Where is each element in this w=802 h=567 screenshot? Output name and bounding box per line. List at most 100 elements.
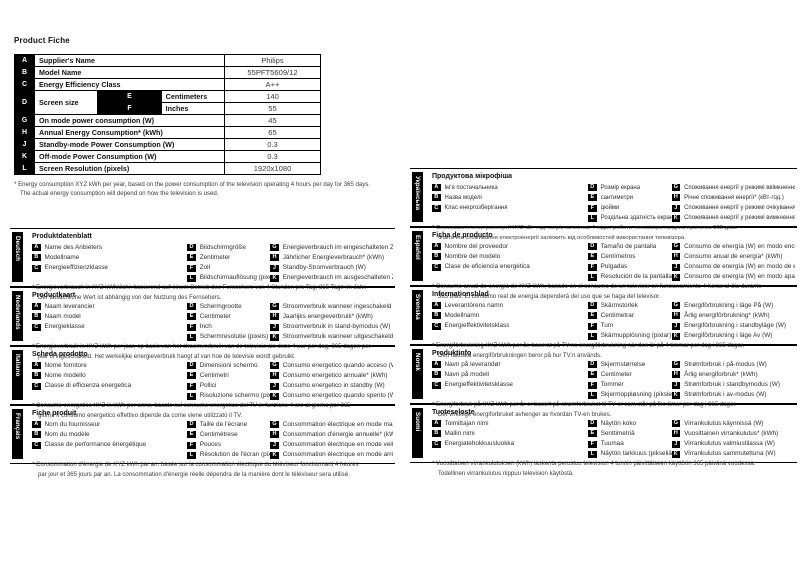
legend-badge: D — [187, 421, 196, 429]
legend-badge: G — [671, 243, 681, 251]
language-footnote: * Energieverbruik in XYZ kWh per jaar, o… — [32, 343, 393, 362]
legend-label: Modellnamn — [444, 311, 480, 319]
legend-label: Pulgadas — [600, 263, 628, 271]
row-letter-badge: J — [14, 138, 35, 151]
language-footnote: * Consommation d'énergie de XYZ kWh par … — [32, 461, 393, 480]
column-spacer — [588, 349, 671, 360]
language-column-screen: D Taille de l'écrane E Centimètrese F Pouces L… — [187, 409, 270, 460]
legend-entry: E Centimetri — [187, 371, 270, 381]
legend-label: Energieklasse — [44, 323, 85, 331]
legend-badge: B — [432, 371, 441, 379]
language-columns: Tuoteseloste A Toimittajan nimi B Mallin nim… — [432, 408, 795, 459]
legend-label: Tamaño de pantalla — [600, 242, 657, 250]
legend-badge: E — [187, 372, 196, 380]
legend-entry: E Centimètrese — [187, 430, 270, 440]
language-section-norsk: Norsk Produktinfo A Navn på leverandør B Navn… — [410, 345, 797, 418]
column-spacer — [270, 291, 393, 302]
language-tab: Українська — [412, 172, 423, 222]
legend-badge: C — [432, 322, 441, 330]
language-footnote-line1: * Consumo energetico XYZ in kWh per anno… — [32, 403, 351, 410]
legend-badge: D — [187, 244, 196, 252]
language-tab-label: Nederlands — [14, 295, 21, 330]
language-footnote-line2: Todellinen virrankulutus riippuu televis… — [438, 470, 574, 477]
legend-label: Clase de eficiencia energética — [444, 263, 530, 271]
legend-entry: J Споживання енергії у режимі очікування … — [671, 203, 795, 213]
main-footnote-line1: * Energy consumption XYZ kWh per year, b… — [14, 181, 371, 188]
language-section-inner: Norsk Produktinfo A Navn på leverandør B Navn… — [410, 346, 797, 418]
legend-badge: L — [588, 273, 597, 281]
language-footnote: * Vuosittaisen virrankulutuksen (kWh) la… — [432, 460, 795, 479]
legend-badge: E — [588, 430, 597, 438]
language-footnote-line2: giorni. Il consumo energetico effettivo … — [38, 412, 243, 419]
legend-label: Energieffektivitetsklass — [444, 322, 510, 330]
legend-entry: D Tamaño de pantalla — [588, 242, 671, 252]
language-column-power: G Споживання енергії у режимі ввімкнення … — [671, 172, 795, 223]
legend-badge: L — [588, 214, 597, 222]
legend-badge: L — [187, 274, 196, 282]
legend-label: Leverantörens namn — [444, 301, 504, 309]
legend-label: Navn på leverandør — [444, 360, 501, 368]
legend-entry: H Jährlicher Energieverbrauch* (kWh) — [270, 253, 393, 263]
column-spacer — [672, 408, 795, 419]
legend-entry: J Energiförbrukning i standbyläge (W) — [671, 321, 795, 331]
legend-label: Näytön tarkkuus (pikseliä) — [600, 450, 672, 458]
language-section-: Українська Продуктова мікрофіша A Ім'я пост… — [410, 168, 797, 241]
legend-badge: K — [671, 273, 681, 281]
row-value: 45 — [224, 114, 321, 127]
table-row: C Energy Efficiency Class A++ — [14, 78, 321, 91]
legend-label: Consumo anual de energía* (kWh) — [684, 252, 783, 260]
legend-badge: F — [588, 440, 597, 448]
legend-entry: L Skjermoppløsning (piksler) — [588, 390, 672, 400]
legend-label: Classe di efficienza energetica — [44, 382, 132, 390]
language-section-italiano: Italiano Scheda prodotto A Nome fornitore B N… — [10, 346, 395, 419]
row-letter-badge: G — [14, 114, 35, 127]
legend-badge: C — [32, 441, 41, 449]
row-value: Philips — [224, 54, 321, 67]
legend-entry: D Skjermstørrelse — [588, 360, 671, 370]
legend-entry: A Nombre del proveedor — [432, 242, 588, 252]
legend-badge: H — [671, 312, 681, 320]
legend-badge: C — [432, 263, 441, 271]
legend-entry: L Näytön tarkkuus (pikseliä) — [588, 449, 672, 459]
legend-badge: F — [187, 382, 196, 390]
language-column-screen: D Schermgrootte E Centimeter F Inch L Schermres… — [187, 291, 270, 342]
language-tab: Français — [12, 409, 23, 459]
legend-entry: G Споживання енергії у режимі ввімкнення … — [671, 183, 795, 193]
language-column-power: G Virrankulutus käynnissä (W) H Vuosittaine… — [671, 408, 795, 459]
legend-entry: L Skärmupplösning (pixlar) — [588, 331, 671, 341]
legend-badge: K — [270, 451, 279, 459]
legend-badge: B — [432, 312, 441, 320]
legend-entry: H Jaarlijks energieverbruik* (kWh) — [270, 312, 393, 322]
legend-badge: B — [32, 372, 41, 380]
row-value: 0.3 — [224, 150, 321, 163]
language-footnote-line1: * Energieverbrauch in XYZ kWh/Jahr, basi… — [32, 285, 367, 292]
legend-badge: E — [187, 313, 196, 321]
language-tab-label: Українська — [414, 176, 421, 211]
language-footnote: * Споживання електроенергії XYZ кВт-год.… — [432, 224, 795, 243]
legend-label: Consommation d'énergie annuelle* (kWh) — [282, 430, 393, 438]
legend-label: Årlig energiforbruk* (kWh) — [684, 370, 758, 378]
language-footnote: * Consumo anual de energía de XYZ kWh, b… — [432, 283, 795, 302]
legend-label: Bildschirmauflösung (pixel) — [199, 274, 271, 282]
legend-badge: C — [32, 382, 41, 390]
legend-entry: G Virrankulutus käynnissä (W) — [671, 419, 795, 429]
legend-label: Virrankulutus sammutettuna (W) — [684, 450, 776, 458]
legend-label: Standby-Stromverbrauch (W) — [282, 264, 366, 272]
legend-entry: K Virrankulutus sammutettuna (W) — [671, 449, 795, 459]
legend-label: Consumo de energía (W) en modo encendido — [684, 242, 795, 250]
legend-badge: B — [432, 194, 441, 202]
language-section-suomi: Suomi Tuoteseloste A Toimittajan nimi B Malli… — [410, 404, 797, 477]
legend-label: Modellname — [44, 253, 80, 261]
row-value: 65 — [224, 126, 321, 139]
language-column-screen: D Dimensioni schermo E Centimetri F Pollici L R… — [187, 350, 270, 401]
language-footnote-line1: * Vuosittaisen virrankulutuksen (kWh) la… — [432, 461, 756, 468]
legend-entry: H Årlig energiforbruk* (kWh) — [671, 370, 795, 380]
legend-badge: B — [432, 253, 441, 261]
language-column-screen: D Skjermstørrelse E Centimeter F Tommer L Skjer… — [588, 349, 672, 400]
legend-entry: G Energiförbrukning i läge På (W) — [671, 301, 795, 311]
legend-label: Consumo energetico annuale* (kWh) — [282, 371, 388, 379]
legend-entry: K Consumo energetico quando spento (W) — [270, 391, 393, 401]
language-footnote-line1: * Energiforbruk på XYZ kWh per år er bas… — [432, 402, 737, 409]
